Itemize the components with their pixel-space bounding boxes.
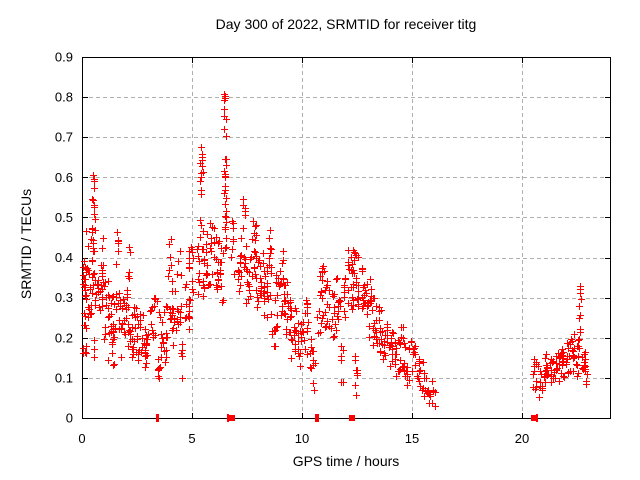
baseline-tick-marker bbox=[317, 414, 319, 422]
baseline-square-marker bbox=[531, 415, 537, 421]
x-tick-label: 10 bbox=[295, 431, 309, 446]
chart-title: Day 300 of 2022, SRMTID for receiver tit… bbox=[216, 16, 477, 32]
y-tick-label: 0.2 bbox=[55, 330, 73, 345]
scatter-series-points bbox=[80, 91, 591, 410]
baseline-square-marker bbox=[229, 415, 235, 421]
y-tick-label: 0.5 bbox=[55, 210, 73, 225]
tick-labels: 0 5 10 15 20 0 0.1 0.2 0.3 0.4 0.5 0.6 0.7 0.8 0.9 bbox=[55, 50, 529, 447]
y-axis-title: SRMTID / TECUs bbox=[18, 189, 34, 299]
baseline-tick-marker bbox=[536, 414, 538, 422]
y-tick-label: 0.8 bbox=[55, 90, 73, 105]
baseline-event-markers bbox=[156, 414, 538, 422]
x-tick-label: 5 bbox=[188, 431, 195, 446]
baseline-tick-marker bbox=[227, 414, 229, 422]
x-axis-title: GPS time / hours bbox=[293, 453, 400, 469]
axis-ticks bbox=[82, 57, 610, 419]
baseline-square-marker bbox=[349, 415, 355, 421]
chart-layers: 0 5 10 15 20 0 0.1 0.2 0.3 0.4 0.5 0.6 0.7 0.8 0.9 bbox=[55, 50, 611, 447]
y-tick-label: 0.7 bbox=[55, 130, 73, 145]
y-tick-label: 0.6 bbox=[55, 170, 73, 185]
baseline-tick-marker bbox=[315, 414, 317, 422]
baseline-tick-marker bbox=[157, 414, 159, 422]
x-tick-label: 20 bbox=[515, 431, 529, 446]
y-tick-label: 0.3 bbox=[55, 290, 73, 305]
y-tick-label: 0.9 bbox=[55, 50, 73, 65]
x-tick-label: 0 bbox=[78, 431, 85, 446]
y-tick-label: 0.1 bbox=[55, 370, 73, 385]
plot-frame bbox=[82, 57, 611, 419]
y-tick-label: 0.4 bbox=[55, 250, 73, 265]
gridlines bbox=[82, 57, 610, 418]
x-tick-label: 15 bbox=[405, 431, 419, 446]
y-tick-label: 0 bbox=[66, 411, 73, 426]
